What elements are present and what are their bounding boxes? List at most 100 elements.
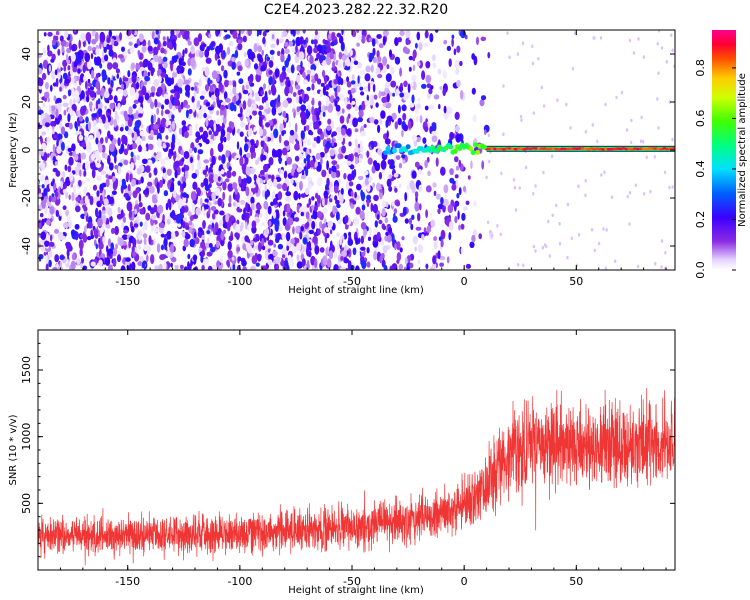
noise-dot [223, 136, 227, 143]
noise-dot [166, 77, 173, 87]
noise-dot [550, 154, 554, 158]
noise-dot [174, 230, 179, 237]
noise-dot [254, 92, 259, 98]
noise-dot [412, 49, 417, 59]
noise-dot [272, 250, 278, 257]
noise-dot [600, 173, 603, 177]
noise-dot [173, 150, 177, 160]
noise-dot [210, 41, 216, 48]
noise-dot [399, 247, 403, 253]
noise-dot [306, 221, 310, 228]
noise-dot [73, 61, 78, 67]
noise-dot [255, 218, 260, 224]
noise-dot [325, 91, 329, 97]
noise-dot [213, 122, 217, 132]
noise-dot [454, 125, 460, 133]
noise-dot [193, 82, 199, 87]
noise-dot [158, 75, 162, 83]
signal-dot [452, 148, 458, 154]
noise-dot [187, 210, 192, 217]
noise-dot [307, 72, 311, 83]
noise-dot [165, 135, 169, 140]
noise-dot [164, 156, 170, 161]
noise-dot [350, 190, 354, 197]
noise-dot [160, 72, 167, 78]
noise-dot [44, 122, 50, 128]
noise-dot [123, 229, 128, 234]
noise-dot [74, 154, 79, 161]
noise-dot [73, 185, 77, 194]
noise-dot [327, 118, 332, 125]
noise-dot [162, 172, 168, 180]
noise-dot [189, 238, 195, 248]
noise-dot [356, 61, 363, 69]
noise-dot [516, 262, 520, 267]
noise-dot [320, 111, 323, 121]
noise-dot [382, 102, 388, 108]
noise-dot [182, 192, 188, 198]
noise-dot [100, 137, 104, 145]
noise-dot [201, 264, 205, 270]
noise-dot [116, 213, 123, 220]
noise-dot [139, 130, 145, 137]
noise-dot [282, 264, 287, 270]
noise-dot [48, 241, 55, 247]
noise-dot [442, 198, 449, 207]
noise-dot [239, 30, 245, 34]
noise-dot [300, 60, 303, 69]
noise-dot [354, 105, 358, 112]
noise-dot [150, 129, 154, 137]
noise-dot [111, 190, 117, 195]
noise-dot [281, 259, 284, 264]
noise-dot [146, 159, 153, 167]
noise-dot [286, 245, 290, 251]
noise-dot [44, 91, 50, 99]
noise-dot [51, 70, 56, 80]
noise-dot [399, 30, 405, 36]
noise-dot [101, 51, 105, 57]
noise-dot [182, 49, 185, 58]
noise-dot [67, 113, 71, 123]
noise-dot [193, 37, 200, 47]
noise-dot [256, 177, 261, 185]
noise-dot [361, 260, 367, 270]
noise-dot [232, 182, 238, 190]
noise-dot [251, 226, 257, 234]
noise-dot [87, 121, 92, 131]
noise-dot [143, 145, 147, 153]
noise-dot [416, 103, 422, 110]
noise-dot [225, 213, 230, 223]
noise-dot [199, 197, 203, 206]
noise-dot [79, 50, 84, 60]
noise-dot [367, 82, 371, 92]
noise-dot [416, 136, 421, 143]
noise-dot [207, 202, 213, 206]
noise-dot [292, 226, 295, 235]
noise-dot [273, 118, 277, 125]
noise-dot [460, 30, 466, 39]
noise-dot [239, 121, 246, 128]
noise-dot [59, 255, 65, 260]
noise-dot [409, 103, 415, 108]
noise-dot [448, 58, 452, 67]
noise-dot [396, 241, 401, 251]
noise-dot [325, 247, 329, 257]
noise-dot [315, 135, 321, 144]
noise-dot [415, 226, 422, 231]
snr-y-axis-label: SNR (10 * v/v) [8, 414, 19, 485]
noise-dot [333, 79, 338, 85]
noise-dot [181, 120, 187, 126]
noise-dot [163, 61, 168, 69]
noise-dot [264, 227, 270, 236]
noise-dot [293, 182, 297, 187]
noise-dot [220, 137, 224, 142]
noise-dot [205, 165, 209, 172]
noise-dot [325, 96, 330, 107]
noise-dot [443, 105, 447, 114]
noise-dot [162, 36, 166, 41]
noise-dot [440, 229, 446, 240]
noise-dot [316, 111, 320, 121]
noise-dot [237, 65, 243, 72]
noise-dot [352, 247, 357, 256]
